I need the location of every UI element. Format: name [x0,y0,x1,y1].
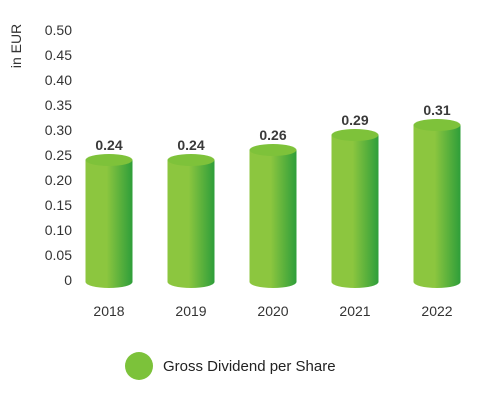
y-tick-label: 0.45 [45,47,72,63]
y-tick-label: 0.05 [45,247,72,263]
bar-top [413,119,461,131]
bar [249,150,297,288]
bar-top [85,154,133,166]
y-tick-label: 0.15 [45,197,72,213]
bar-top [249,144,297,156]
legend-label: Gross Dividend per Share [163,358,336,375]
y-tick-label: 0.10 [45,222,72,238]
x-axis-ticks: 2018 2019 2020 2021 2022 [93,303,452,319]
bar-value-label: 0.24 [177,137,204,153]
x-tick-label: 2018 [93,303,124,319]
bar-value-label: 0.26 [259,127,286,143]
y-tick-label: 0.40 [45,72,72,88]
bar-value-label: 0.29 [341,112,368,128]
x-tick-label: 2019 [175,303,206,319]
legend-marker [125,352,153,380]
bars: 0.24 0.24 0.26 0.29 0.31 [85,102,461,288]
y-tick-label: 0.50 [45,22,72,38]
y-axis-ticks: 0 0.05 0.10 0.15 0.20 0.25 0.30 0.35 0.40 0.45 0.5… [45,22,72,288]
bar-value-label: 0.24 [95,137,122,153]
bar-top [167,154,215,166]
bar-value-label: 0.31 [423,102,450,118]
y-tick-label: 0.35 [45,97,72,113]
y-tick-label: 0.20 [45,172,72,188]
x-tick-label: 2022 [421,303,452,319]
legend: Gross Dividend per Share [125,352,336,380]
bar [167,160,215,288]
y-tick-label: 0.30 [45,122,72,138]
y-axis-title: in EUR [8,24,24,68]
bar [85,160,133,288]
y-tick-label: 0.25 [45,147,72,163]
bar [331,135,379,288]
x-tick-label: 2020 [257,303,288,319]
y-tick-label: 0 [64,272,72,288]
bar [413,125,461,288]
bar-top [331,129,379,141]
x-tick-label: 2021 [339,303,370,319]
